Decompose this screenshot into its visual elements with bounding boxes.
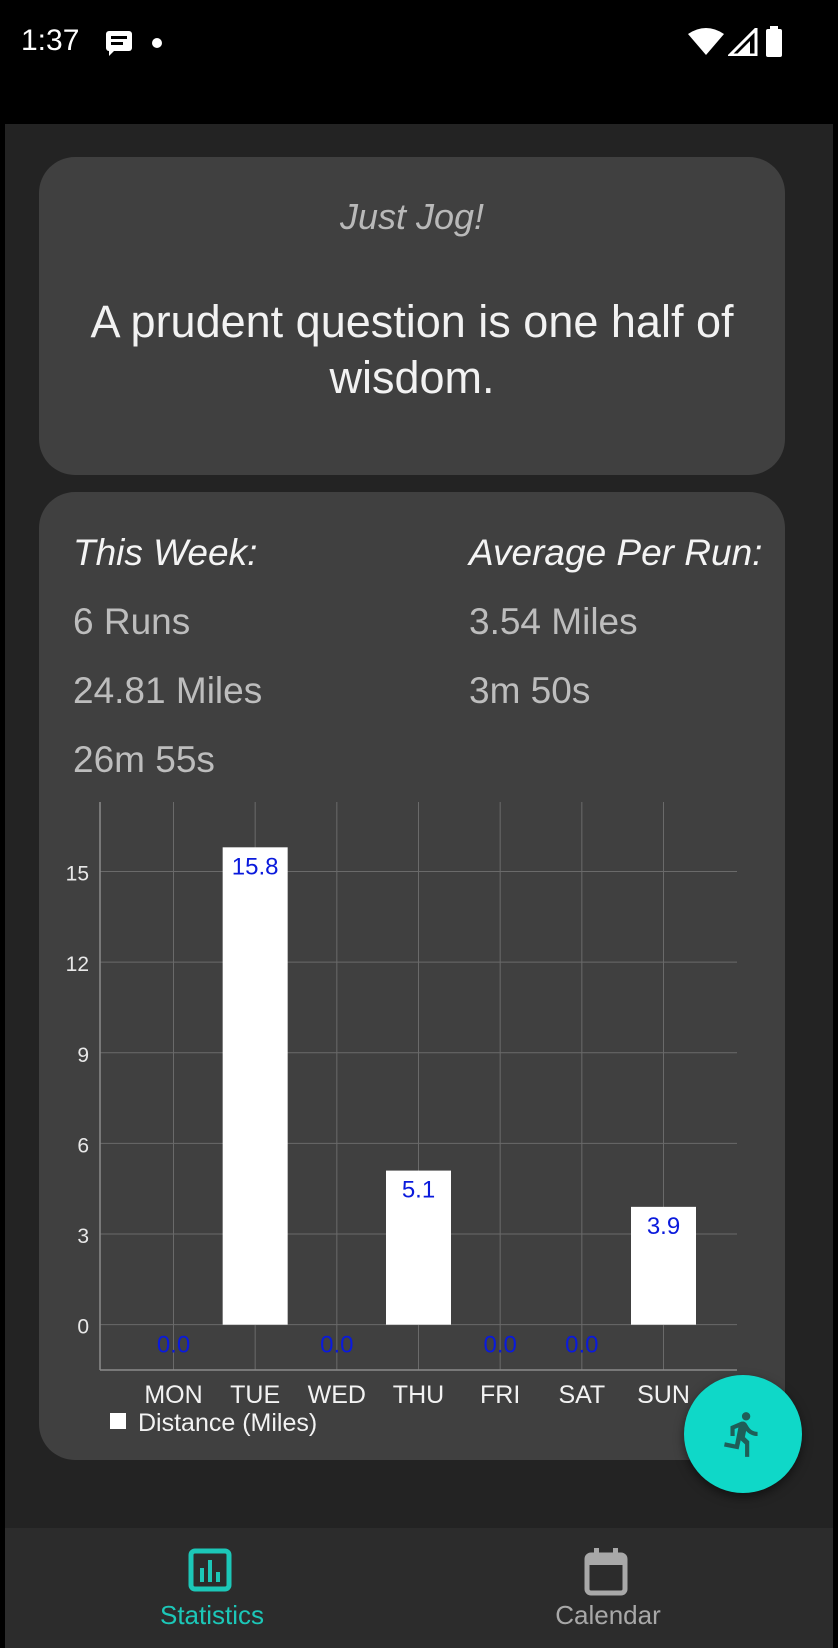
app-tagline: Just Jog!: [339, 196, 485, 237]
nav-statistics-label: Statistics: [159, 1600, 265, 1630]
week-runs: 6 Runs: [73, 601, 191, 642]
signal-icon: [728, 28, 758, 56]
week-time: 26m 55s: [73, 739, 215, 780]
week-distance: 24.81 Miles: [73, 670, 263, 711]
battery-icon: [766, 26, 782, 57]
nav-calendar-label: Calendar: [555, 1600, 661, 1630]
average-time: 3m 50s: [469, 670, 591, 711]
bar-chart-icon: [188, 1548, 232, 1592]
average-distance: 3.54 Miles: [469, 601, 638, 642]
dot-icon: [152, 38, 162, 48]
quote-text: A prudent question is one half of wisdom…: [90, 296, 734, 403]
quote-card: [39, 157, 785, 475]
running-person-icon: [724, 1412, 758, 1457]
wifi-icon: [688, 28, 724, 55]
nav-calendar[interactable]: Calendar: [401, 1528, 815, 1648]
status-time: 1:37: [21, 24, 80, 57]
nav-statistics[interactable]: Statistics: [5, 1528, 419, 1648]
bottom-navigation: Statistics Calendar: [5, 1528, 833, 1648]
message-icon: [106, 31, 132, 56]
status-bar: 1:37: [5, 0, 833, 124]
this-week-heading: This Week:: [73, 532, 258, 573]
calendar-icon: [584, 1548, 628, 1596]
start-run-button[interactable]: [684, 1375, 802, 1493]
average-heading: Average Per Run:: [469, 532, 763, 573]
